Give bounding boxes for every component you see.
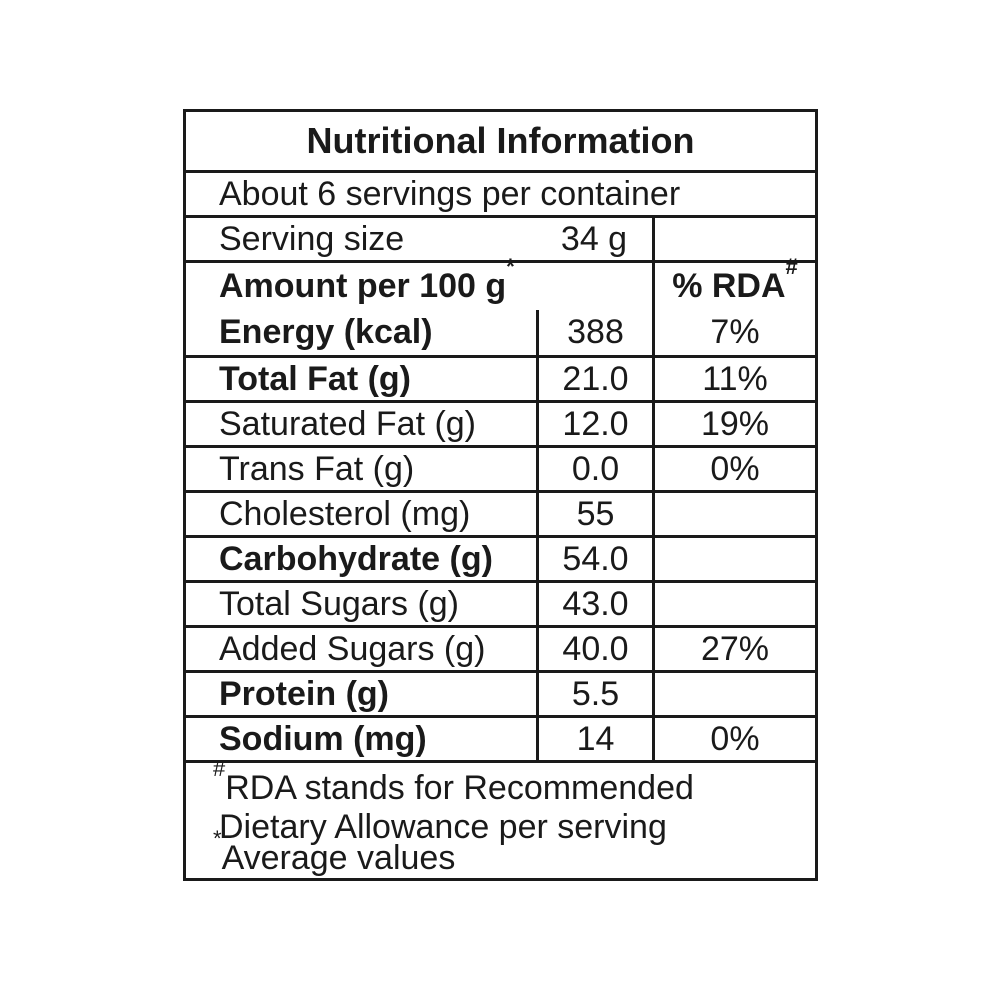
nutrient-row: Total Sugars (g) 43.0 [186, 580, 815, 625]
serving-size-row: Serving size 34 g [186, 215, 815, 260]
nutrient-row: Protein (g) 5.5 [186, 670, 815, 715]
nutrient-amount: 43.0 [536, 583, 652, 625]
nutrient-row: Trans Fat (g) 0.0 0% [186, 445, 815, 490]
rda-header-cell: % RDA# [652, 255, 815, 310]
nutrient-rda-percent: 11% [652, 358, 815, 400]
servings-per-container-row: About 6 servings per container [186, 170, 815, 215]
nutrient-row: Saturated Fat (g) 12.0 19% [186, 400, 815, 445]
nutrient-rda-percent [652, 493, 815, 535]
nutrient-name: Sodium (mg) [219, 719, 427, 758]
asterisk-mark: * [506, 253, 515, 279]
nutrition-label: Nutritional Information About 6 servings… [183, 109, 818, 881]
nutrient-name: Added Sugars (g) [219, 629, 486, 668]
rda-header: % RDA# [672, 255, 798, 306]
servings-per-container-text: About 6 servings per container [219, 174, 681, 213]
nutrient-row: Added Sugars (g) 40.0 27% [186, 625, 815, 670]
footnote-mark: # [213, 755, 226, 781]
amount-header: Amount per 100 g* [186, 255, 536, 306]
nutrient-amount: 12.0 [536, 403, 652, 445]
footnote-text: RDA stands for Recommended [225, 769, 694, 807]
serving-size-value: 34 g [560, 219, 628, 258]
nutrient-row: Cholesterol (mg) 55 [186, 490, 815, 535]
amount-header-text: Amount per 100 g [219, 267, 507, 305]
nutrient-amount: 40.0 [536, 628, 652, 670]
nutrient-rda-percent [652, 673, 815, 715]
nutrient-amount: 5.5 [536, 673, 652, 715]
rda-header-text: % RDA [672, 267, 786, 305]
footnote-line: #RDA stands for Recommended [213, 757, 805, 808]
serving-size-empty-cell [652, 218, 815, 260]
footnote-line: *Average values [213, 827, 805, 878]
nutrient-rda-percent: 27% [652, 628, 815, 670]
nutrient-amount: 14 [536, 718, 652, 760]
nutrient-amount: 54.0 [536, 538, 652, 580]
nutrient-row: Carbohydrate (g) 54.0 [186, 535, 815, 580]
nutrient-row: Sodium (mg) 14 0% [186, 715, 815, 760]
footnote-text: Average values [221, 839, 456, 877]
label-title: Nutritional Information [306, 120, 695, 161]
footnotes-section: #RDA stands for Recommended Dietary Allo… [186, 757, 815, 878]
nutrient-rda-percent: 0% [652, 718, 815, 760]
footnote-text: Dietary Allowance per serving [219, 808, 667, 846]
nutrient-amount: 21.0 [536, 358, 652, 400]
column-header-row: Amount per 100 g* % RDA# [186, 255, 815, 310]
nutrient-name: Total Sugars (g) [219, 584, 459, 623]
nutrient-row: Total Fat (g) 21.0 11% [186, 355, 815, 400]
nutrient-rda-percent: 19% [652, 403, 815, 445]
nutrient-rda-percent: 7% [652, 310, 815, 355]
serving-size-label: Serving size [219, 219, 405, 258]
serving-size-cell: Serving size 34 g [186, 218, 652, 260]
nutrient-rda-percent [652, 583, 815, 625]
nutrient-row: Energy (kcal) 388 7% [186, 310, 815, 355]
nutrient-name: Trans Fat (g) [219, 449, 415, 488]
footnote-line: Dietary Allowance per serving [213, 808, 805, 847]
nutrient-amount: 0.0 [536, 448, 652, 490]
nutrient-name: Carbohydrate (g) [219, 539, 493, 578]
nutrient-amount: 55 [536, 493, 652, 535]
amount-header-cell: Amount per 100 g* [186, 255, 652, 310]
nutrient-amount: 388 [536, 310, 652, 355]
hash-mark: # [785, 253, 798, 279]
footnote-mark: * [213, 825, 222, 851]
label-title-row: Nutritional Information [186, 112, 815, 170]
nutrient-name: Protein (g) [219, 674, 389, 713]
nutrient-rda-percent: 0% [652, 448, 815, 490]
nutrient-rda-percent [652, 538, 815, 580]
nutrient-name: Saturated Fat (g) [219, 404, 477, 443]
nutrient-name: Energy (kcal) [219, 313, 433, 351]
nutrient-name: Total Fat (g) [219, 359, 411, 398]
nutrient-name: Cholesterol (mg) [219, 494, 471, 533]
